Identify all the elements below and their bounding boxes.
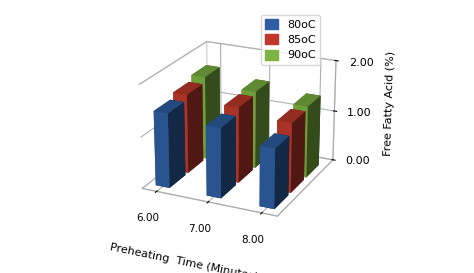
Legend: 80oC, 85oC, 90oC: 80oC, 85oC, 90oC [261,15,320,65]
X-axis label: Preheating  Time (Minutes): Preheating Time (Minutes) [109,242,258,273]
